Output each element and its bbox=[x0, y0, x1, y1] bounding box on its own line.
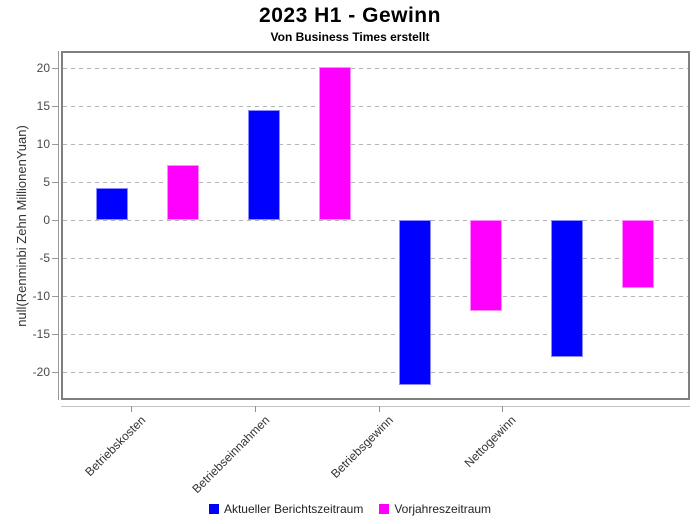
legend-swatch-icon bbox=[379, 504, 390, 514]
y-tick-label: 20 bbox=[36, 61, 50, 75]
gridline bbox=[63, 105, 688, 107]
legend-item: Aktueller Berichtszeitraum bbox=[208, 502, 364, 516]
y-tick-label: 5 bbox=[43, 175, 50, 189]
y-tick-mark bbox=[52, 67, 59, 69]
bar-current-2 bbox=[399, 220, 432, 385]
y-tick-mark bbox=[52, 219, 59, 221]
y-tick-mark bbox=[52, 295, 59, 297]
gridline bbox=[63, 67, 688, 69]
bar-current-1 bbox=[247, 109, 280, 220]
bar-current-0 bbox=[96, 188, 128, 220]
y-tick-label: -5 bbox=[39, 251, 50, 265]
y-tick-label: 15 bbox=[36, 99, 50, 113]
y-tick-label: -20 bbox=[32, 365, 50, 379]
y-tick-mark bbox=[52, 371, 59, 373]
gridline bbox=[63, 333, 688, 335]
y-tick-mark bbox=[52, 181, 59, 183]
gridline bbox=[63, 371, 688, 373]
bar-current-3 bbox=[550, 220, 583, 357]
legend-item: Vorjahreszeitraum bbox=[379, 502, 491, 516]
x-tick-mark bbox=[502, 406, 503, 412]
category-label: Nettogewinn bbox=[461, 413, 519, 471]
chart-title: 2023 H1 - Gewinn bbox=[259, 4, 441, 27]
y-axis-line bbox=[58, 51, 59, 400]
category-label: Betriebsgewinn bbox=[327, 413, 396, 481]
x-tick-mark bbox=[379, 406, 380, 412]
y-tick-label: 10 bbox=[36, 137, 50, 151]
category-label: Betriebskosten bbox=[81, 413, 148, 480]
y-tick-mark bbox=[52, 257, 59, 259]
y-tick-mark bbox=[52, 143, 59, 145]
y-tick-label: 0 bbox=[43, 213, 50, 227]
legend-swatch-icon bbox=[208, 504, 219, 514]
x-axis-line bbox=[61, 406, 690, 407]
y-tick-mark bbox=[52, 105, 59, 107]
gridline bbox=[63, 295, 688, 297]
x-tick-mark bbox=[131, 406, 132, 412]
bar-prior-2 bbox=[470, 220, 503, 312]
legend-label: Vorjahreszeitraum bbox=[394, 502, 492, 516]
gridline bbox=[63, 257, 688, 259]
y-tick-label: -10 bbox=[32, 289, 50, 303]
legend: Aktueller Berichtszeitraum Vorjahreszeitr… bbox=[0, 502, 700, 516]
legend-label: Aktueller Berichtszeitraum bbox=[223, 502, 364, 516]
y-tick-label: -15 bbox=[32, 327, 50, 341]
plot-area bbox=[61, 51, 690, 400]
gridline bbox=[63, 219, 688, 221]
bar-prior-3 bbox=[621, 220, 654, 289]
bar-prior-1 bbox=[318, 67, 351, 220]
chart-subtitle: Von Business Times erstellt bbox=[270, 30, 430, 44]
category-label: Betriebseinnahmen bbox=[188, 413, 272, 497]
x-tick-mark bbox=[255, 406, 256, 412]
gridline bbox=[63, 143, 688, 145]
gridline bbox=[63, 181, 688, 183]
y-tick-mark bbox=[52, 333, 59, 335]
bar-prior-0 bbox=[167, 164, 199, 220]
